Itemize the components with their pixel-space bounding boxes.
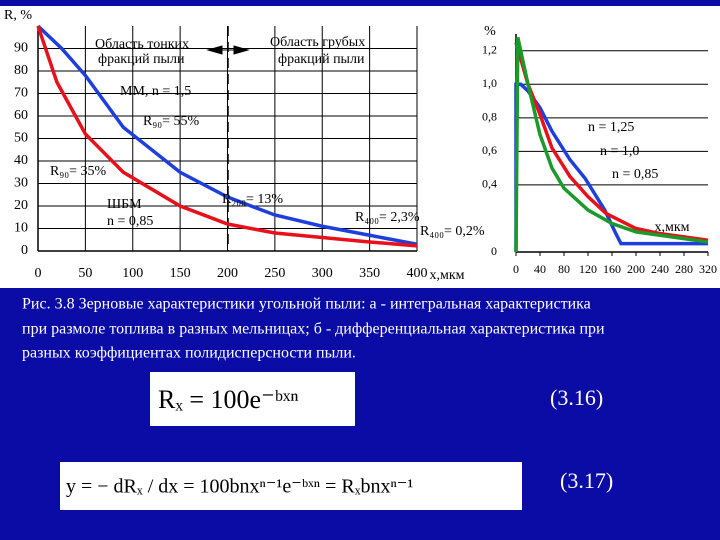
y-tick-label: 0 bbox=[21, 243, 28, 258]
x-tick-label: 240 bbox=[651, 262, 669, 276]
x-tick-label: 350 bbox=[359, 266, 380, 281]
annotation: R₉₀= 35% bbox=[50, 164, 106, 179]
y-tick-label: 50 bbox=[14, 131, 28, 146]
x-tick-label: 250 bbox=[264, 266, 285, 281]
annotation: Область тонких bbox=[95, 37, 189, 52]
series-line bbox=[36, 24, 418, 246]
annotation: R₉₀= 55% bbox=[143, 114, 199, 129]
series-line bbox=[36, 25, 418, 248]
annotation: R₂₀₀= 13% bbox=[222, 192, 283, 207]
caption-line: Рис. 3.8 Зерновые характеристики угольно… bbox=[22, 296, 591, 313]
x-tick-label: 300 bbox=[312, 266, 333, 281]
annotation: фракций пыли bbox=[98, 52, 185, 67]
annotation: n = 0,85 bbox=[612, 167, 658, 182]
y-tick-label: 10 bbox=[14, 221, 28, 236]
series-line bbox=[514, 36, 709, 253]
x-tick-label: 0 bbox=[513, 262, 519, 276]
x-tick-label: 160 bbox=[603, 262, 621, 276]
formula-number: (3.17) bbox=[560, 468, 613, 493]
x-axis-label: x,мкм bbox=[654, 220, 689, 235]
caption-line: при размоле топлива в разных мельницах; … bbox=[22, 321, 605, 338]
annotation: R₄₀₀= 2,3% bbox=[355, 210, 420, 225]
annotation: n = 0,85 bbox=[107, 214, 153, 229]
x-tick-label: 120 bbox=[579, 262, 597, 276]
caption-line: разных коэффициентах полидисперсности пы… bbox=[22, 345, 356, 362]
series-line bbox=[514, 82, 708, 252]
y-tick-label: 20 bbox=[14, 198, 28, 213]
y-tick-label: 0,8 bbox=[482, 110, 497, 124]
y-tick-label: 30 bbox=[14, 176, 28, 191]
y-tick-label: 70 bbox=[14, 86, 28, 101]
y-tick-label: 90 bbox=[14, 41, 28, 56]
y-tick-label: 40 bbox=[14, 153, 28, 168]
y-tick-label: 1,2 bbox=[482, 43, 497, 57]
y-axis-label: % bbox=[484, 24, 496, 39]
y-axis-label: R, % bbox=[4, 8, 32, 23]
x-tick-label: 150 bbox=[170, 266, 191, 281]
formula-box bbox=[60, 462, 522, 510]
y-tick-label: 0,4 bbox=[482, 177, 497, 191]
annotation: n = 1,0 bbox=[600, 144, 639, 159]
y-tick-label: 80 bbox=[14, 63, 28, 78]
x-tick-label: 400 bbox=[407, 266, 428, 281]
formula: y = − dRₓ / dx = 100bnxⁿ⁻¹e⁻ᵇˣⁿ = Rₓbnxⁿ… bbox=[66, 476, 413, 498]
y-tick-label: 1,0 bbox=[482, 76, 497, 90]
x-tick-label: 320 bbox=[699, 262, 717, 276]
formula-box bbox=[150, 372, 355, 426]
x-tick-label: 200 bbox=[627, 262, 645, 276]
annotation: ММ, n = 1,5 bbox=[120, 84, 191, 99]
x-tick-label: 200 bbox=[217, 266, 238, 281]
x-tick-label: 50 bbox=[78, 266, 92, 281]
x-tick-label: 280 bbox=[675, 262, 693, 276]
formula-number: (3.16) bbox=[550, 385, 603, 410]
x-tick-label: 0 bbox=[35, 266, 42, 281]
x-tick-label: 40 bbox=[534, 262, 546, 276]
x-tick-label: 80 bbox=[558, 262, 570, 276]
annotation: ШБМ bbox=[107, 197, 142, 212]
y-tick-label: 0 bbox=[491, 244, 497, 258]
annotation: n = 1,25 bbox=[588, 120, 634, 135]
y-tick-label: 60 bbox=[14, 108, 28, 123]
formula: Rₓ = 100e⁻ᵇˣⁿ bbox=[158, 385, 299, 414]
annotation: фракций пыли bbox=[278, 52, 365, 67]
annotation: Область грубых bbox=[270, 35, 365, 50]
x-axis-label: x,мкм bbox=[429, 268, 464, 283]
x-tick-label: 100 bbox=[122, 266, 143, 281]
y-tick-label: 0,6 bbox=[482, 143, 497, 157]
annotation: R₄₀₀= 0,2% bbox=[420, 224, 485, 239]
